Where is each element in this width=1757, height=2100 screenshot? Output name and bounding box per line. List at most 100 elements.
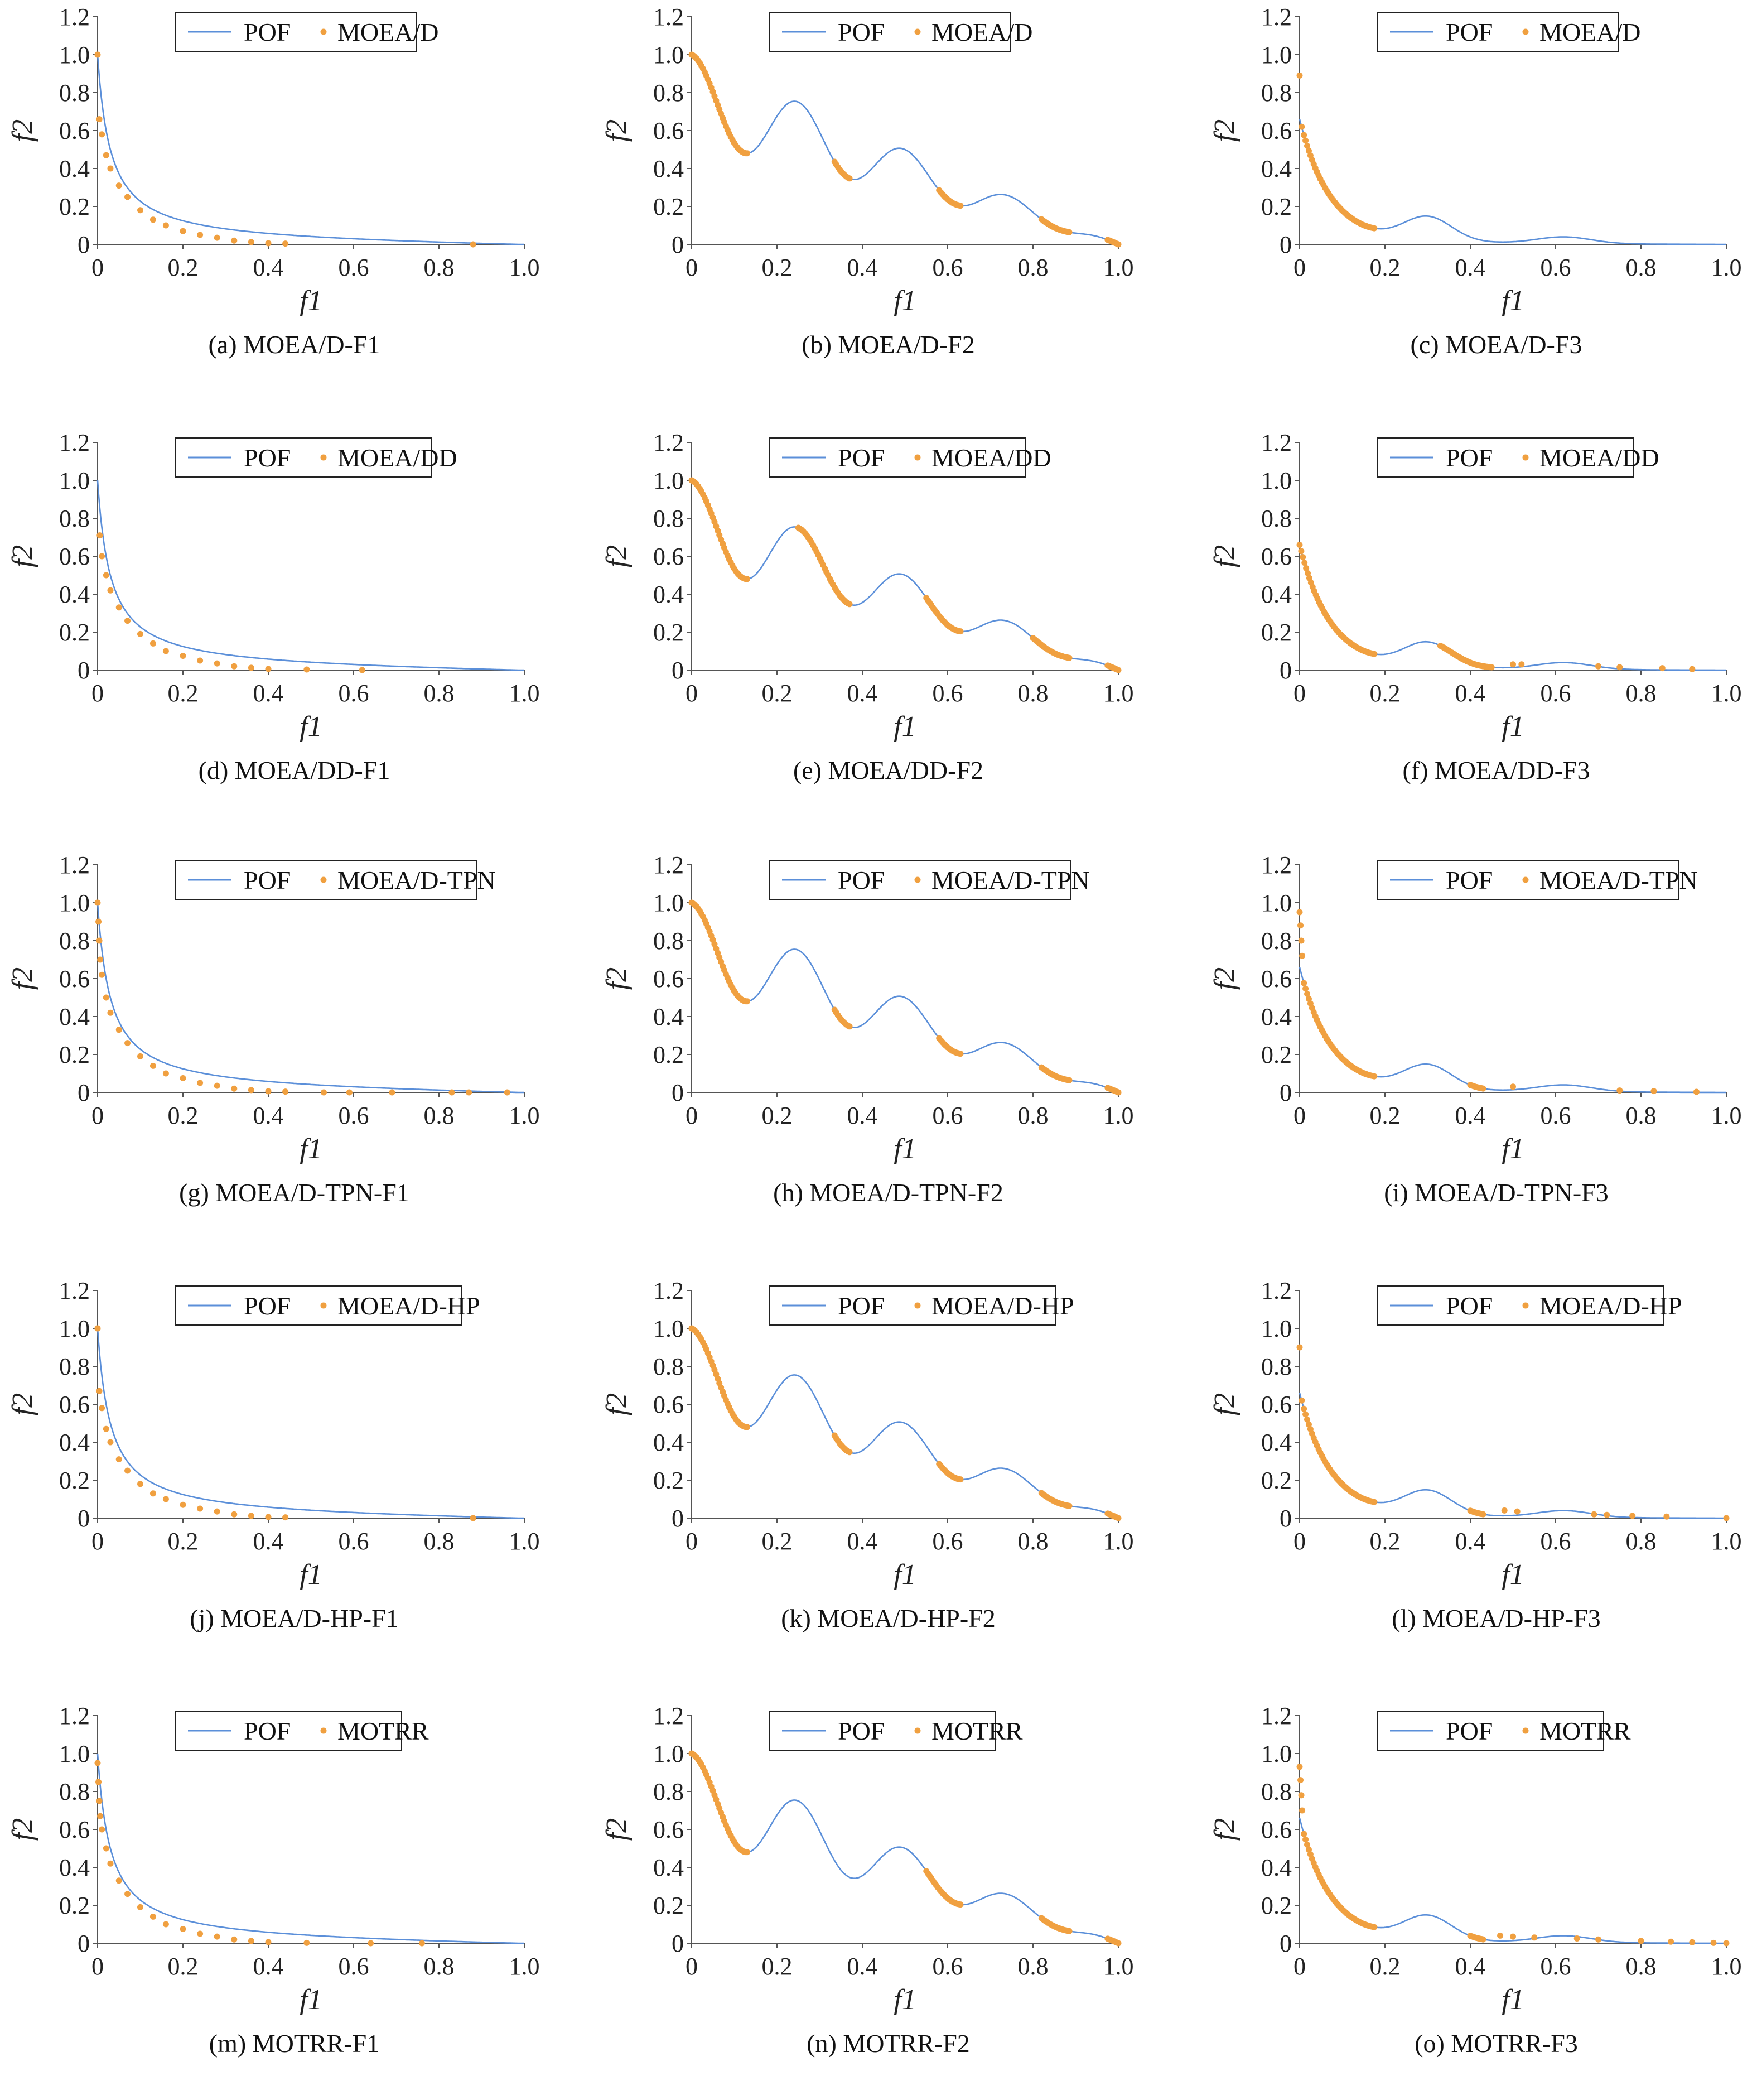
panel-caption: (l) MOEA/D-HP-F3: [1392, 1604, 1600, 1632]
solution-point: [265, 240, 272, 247]
y-tick-label: 1.0: [59, 889, 90, 917]
solution-point: [162, 1070, 169, 1077]
chart-panel-7: 0 0.2 0.4 0.6 0.8 1.0 1.2 0 0.2 0.4 0.6 0.8 1.0 f1 f2 P…: [7, 851, 540, 1207]
x-tick-label: 1.0: [1711, 680, 1742, 707]
y-tick-label: 0.8: [1261, 505, 1292, 532]
y-tick-label: 0.8: [1261, 1353, 1292, 1380]
y-tick-label: 0: [78, 1930, 90, 1957]
solution-point: [96, 532, 103, 539]
solution-point: [346, 1089, 353, 1096]
y-tick-label: 1.2: [1261, 3, 1292, 31]
x-tick-label: 0.8: [1626, 680, 1657, 707]
solution-point: [1296, 1344, 1303, 1351]
x-tick-label: 0.6: [1541, 680, 1571, 707]
x-axis-title: f1: [1502, 711, 1524, 743]
solution-point: [1650, 1088, 1657, 1095]
y-tick-label: 1.2: [1261, 1702, 1292, 1730]
solution-point: [96, 937, 103, 944]
x-tick-label: 0: [91, 1953, 104, 1980]
solution-point: [124, 1467, 131, 1474]
chart-panel-2: 0 0.2 0.4 0.6 0.8 1.0 1.2 0 0.2 0.4 0.6 0.8 1.0 f1 f2 P…: [601, 3, 1134, 359]
legend-pof-label: POF: [1446, 1717, 1493, 1745]
x-tick-label: 0.4: [1455, 1528, 1486, 1555]
solution-point: [470, 241, 476, 248]
solution-point: [231, 1085, 238, 1092]
x-tick-label: 0.8: [1018, 1528, 1049, 1555]
y-tick-label: 1.2: [1261, 429, 1292, 456]
solution-point: [248, 1087, 254, 1094]
y-tick-label: 0.4: [59, 1854, 90, 1881]
legend-pof-label: POF: [838, 1717, 885, 1745]
y-tick-label: 0: [1280, 657, 1292, 684]
panel-caption: (o) MOTRR-F3: [1415, 2029, 1578, 2058]
x-tick-label: 0.2: [1370, 1102, 1401, 1129]
solution-point: [466, 1089, 472, 1096]
solution-point: [1591, 1511, 1597, 1518]
solution-point: [1659, 665, 1666, 672]
chart-panel-5: 0 0.2 0.4 0.6 0.8 1.0 1.2 0 0.2 0.4 0.6 0.8 1.0 f1 f2 P…: [601, 429, 1134, 784]
legend-solution-label: MOTRR: [337, 1717, 429, 1745]
y-axis-title: f2: [7, 1818, 38, 1841]
solution-point: [1298, 937, 1305, 944]
solution-point: [95, 918, 102, 925]
y-axis-title: f2: [1209, 1818, 1240, 1841]
solution-point: [1296, 909, 1303, 916]
solution-point: [1301, 1405, 1307, 1412]
x-tick-label: 0.4: [253, 1102, 284, 1129]
x-tick-label: 0.6: [1541, 1528, 1571, 1555]
solution-point: [1301, 132, 1307, 138]
x-tick-label: 0.8: [1018, 254, 1049, 281]
legend-solution-label: MOEA/D: [931, 18, 1032, 46]
x-tick-label: 0: [1293, 254, 1306, 281]
y-tick-label: 0.4: [59, 1429, 90, 1456]
pof-curve: [96, 902, 524, 1094]
x-tick-label: 0.8: [1626, 1102, 1657, 1129]
solution-point: [115, 1027, 122, 1033]
y-axis-title: f2: [1209, 967, 1240, 990]
solution-point: [1299, 123, 1305, 130]
solution-point: [115, 182, 122, 189]
solution-point: [1723, 1940, 1730, 1947]
x-tick-label: 0.6: [1541, 254, 1571, 281]
y-tick-label: 0.6: [1261, 1391, 1292, 1418]
solution-point: [248, 239, 254, 245]
solution-point: [96, 1798, 103, 1804]
solution-point: [162, 1921, 169, 1928]
solution-point: [103, 1425, 109, 1432]
x-tick-label: 0.2: [762, 1102, 793, 1129]
solution-point: [248, 664, 254, 671]
y-tick-label: 0.4: [1261, 581, 1292, 608]
solution-point: [162, 1496, 169, 1502]
y-tick-label: 0.2: [1261, 1041, 1292, 1068]
y-tick-label: 1.0: [653, 467, 684, 494]
y-tick-label: 0.6: [59, 117, 90, 145]
chart-panel-15: 0 0.2 0.4 0.6 0.8 1.0 1.2 0 0.2 0.4 0.6 0.8 1.0 f1 f2 P…: [1209, 1702, 1742, 2058]
y-tick-label: 0.2: [1261, 193, 1292, 220]
pof-curve: [691, 54, 1119, 245]
y-tick-label: 0.2: [59, 1467, 90, 1494]
x-tick-label: 0: [91, 254, 104, 281]
x-tick-label: 0.4: [253, 1953, 284, 1980]
solution-point: [1305, 570, 1311, 577]
solution-point: [149, 216, 156, 223]
y-tick-label: 0.4: [59, 155, 90, 182]
solution-point: [1663, 1513, 1670, 1520]
panel-caption: (n) MOTRR-F2: [807, 2029, 970, 2058]
solution-point: [1300, 554, 1306, 561]
x-tick-label: 0.6: [933, 254, 963, 281]
x-tick-label: 0: [91, 1102, 104, 1129]
legend-solution-swatch: [1522, 454, 1529, 461]
legend-solution-swatch: [1522, 876, 1529, 883]
solution-point: [107, 1009, 114, 1016]
pof-curve: [96, 1328, 524, 1519]
x-tick-label: 0.2: [762, 1953, 793, 1980]
x-tick-label: 0.4: [847, 1528, 878, 1555]
legend-solution-swatch: [914, 876, 921, 883]
y-tick-label: 0.8: [653, 79, 684, 107]
y-tick-label: 0.2: [653, 1041, 684, 1068]
panel-caption: (g) MOEA/D-TPN-F1: [179, 1178, 409, 1207]
solution-point: [1668, 1938, 1674, 1945]
solution-point: [1299, 952, 1306, 959]
solution-point: [744, 998, 750, 1005]
y-tick-label: 0.4: [653, 581, 684, 608]
